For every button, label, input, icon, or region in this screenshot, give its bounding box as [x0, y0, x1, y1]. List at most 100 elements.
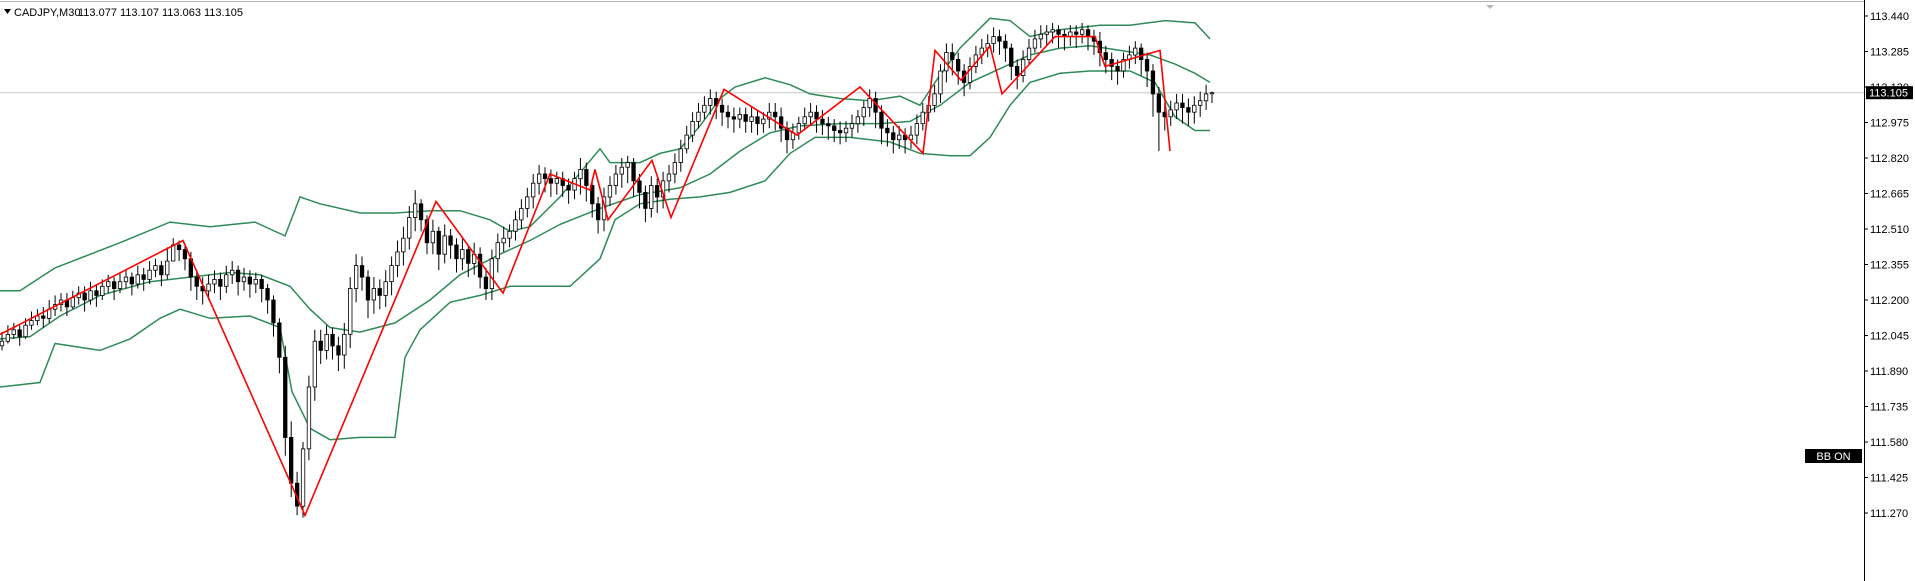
- bearish-candle-body: [448, 235, 453, 246]
- bearish-candle-body: [477, 253, 483, 278]
- bearish-candle-body: [1150, 70, 1156, 95]
- candle: [359, 256, 365, 291]
- bearish-candle-body: [755, 116, 760, 125]
- bearish-candle-body: [318, 340, 323, 351]
- bearish-candle-body: [1115, 66, 1120, 72]
- chart-ohlc-values: 113.077 113.107 113.063 113.105: [78, 7, 243, 19]
- bullish-candle-body: [897, 134, 902, 141]
- bollinger-lower-band: [0, 70, 1210, 441]
- candle: [224, 265, 229, 294]
- bullish-candle-body: [371, 288, 377, 301]
- candle: [0, 332, 5, 351]
- bullish-candle-body: [678, 148, 683, 163]
- candle: [855, 109, 860, 133]
- price-tick-label: 113.440: [1870, 11, 1909, 23]
- bearish-candle-body: [194, 276, 199, 287]
- candle: [672, 153, 677, 184]
- bearish-candle-body: [631, 162, 636, 182]
- bearish-candle-body: [466, 249, 471, 264]
- candle: [165, 247, 170, 280]
- bullish-candle-body: [1026, 47, 1032, 60]
- bullish-candle-body: [401, 237, 406, 253]
- candle: [182, 245, 188, 271]
- candle: [932, 84, 937, 113]
- bullish-candle-body: [708, 98, 713, 106]
- price-tick-label: 113.285: [1870, 47, 1909, 59]
- candle: [743, 107, 748, 133]
- price-axis: 113.440113.285113.130112.975112.820112.6…: [1864, 11, 1909, 520]
- candle: [418, 199, 424, 232]
- bearish-candle-body: [454, 244, 459, 260]
- candle: [389, 256, 394, 296]
- price-tick-label: 112.975: [1870, 118, 1909, 130]
- bullish-candle-body: [460, 249, 465, 260]
- bullish-candle-body: [855, 116, 860, 125]
- candle: [826, 116, 831, 140]
- bearish-candle-body: [359, 265, 365, 278]
- candle: [253, 272, 258, 294]
- bearish-candle-body: [725, 111, 731, 118]
- zigzag-line: [0, 35, 1171, 518]
- chart-shift-marker-icon[interactable]: [1486, 5, 1494, 9]
- bullish-candle-body: [29, 320, 34, 326]
- bullish-candle-body: [300, 448, 306, 507]
- candle: [330, 327, 335, 360]
- candle: [259, 274, 264, 303]
- bearish-candle-body: [879, 111, 884, 129]
- bullish-candle-body: [867, 98, 872, 109]
- bullish-candle-body: [501, 237, 506, 244]
- candle: [897, 125, 902, 149]
- bullish-candle-body: [383, 281, 388, 296]
- candle: [755, 109, 760, 136]
- candle: [684, 125, 689, 154]
- bullish-candle-body: [672, 162, 677, 175]
- candle: [702, 96, 707, 120]
- candle: [1044, 25, 1049, 46]
- bullish-candle-body: [5, 333, 10, 342]
- candle: [312, 329, 318, 401]
- candle: [1139, 43, 1144, 76]
- candle: [11, 322, 16, 339]
- candle: [814, 105, 819, 133]
- bearish-candle-body: [1015, 66, 1020, 77]
- bullish-candle-body: [808, 111, 813, 118]
- bullish-candle-body: [165, 260, 170, 276]
- bearish-candle-body: [277, 322, 282, 358]
- chart-header: CADJPY,M30 113.077 113.107 113.063 113.1…: [4, 7, 243, 19]
- price-tick-label: 112.510: [1870, 224, 1909, 236]
- candle: [1115, 59, 1120, 85]
- bullish-candle-body: [389, 265, 394, 283]
- bullish-candle-body: [796, 123, 801, 134]
- bullish-candle-body: [23, 324, 28, 338]
- candle: [477, 247, 483, 289]
- bearish-candle-body: [838, 130, 843, 134]
- bearish-candle-body: [584, 169, 589, 186]
- candle: [631, 158, 636, 197]
- candle: [696, 103, 701, 129]
- price-tick-label: 112.820: [1870, 153, 1909, 165]
- candle: [283, 345, 288, 456]
- bearish-candle-body: [590, 185, 595, 205]
- candle: [212, 270, 217, 294]
- candle: [29, 311, 34, 330]
- candle: [619, 158, 624, 188]
- bearish-candle-body: [159, 265, 164, 276]
- candle: [383, 270, 388, 307]
- bearish-candle-body: [336, 345, 341, 356]
- bearish-candle-body: [596, 203, 601, 221]
- candle: [956, 52, 961, 85]
- bullish-candle-body: [1080, 29, 1085, 35]
- candle: [891, 125, 896, 154]
- bearish-candle-body: [743, 114, 748, 122]
- candle: [365, 270, 371, 319]
- candle: [271, 295, 276, 337]
- symbol-menu-triangle-icon[interactable]: [4, 9, 11, 14]
- candle: [519, 199, 524, 229]
- candle: [41, 306, 46, 328]
- candle: [129, 272, 135, 296]
- candle: [336, 336, 341, 371]
- current-price-tag: 113.105: [1866, 86, 1913, 100]
- bullish-candle-body: [696, 111, 701, 122]
